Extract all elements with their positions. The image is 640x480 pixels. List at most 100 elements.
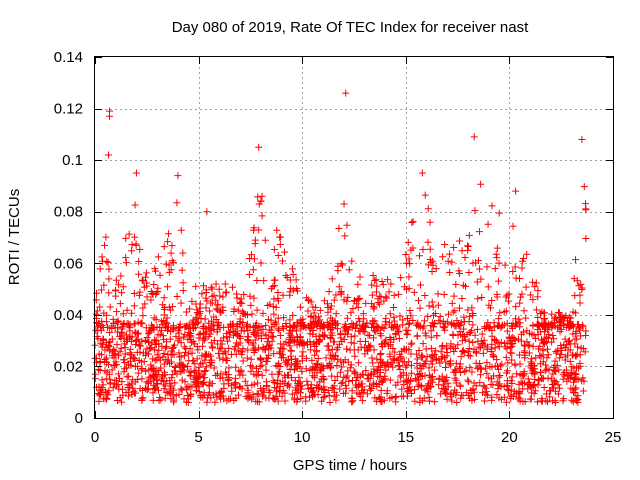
data-point: [302, 397, 310, 405]
data-point: [373, 282, 381, 290]
data-point: [417, 281, 425, 289]
data-point: [548, 338, 556, 346]
data-point: [134, 329, 142, 337]
data-point: [338, 261, 346, 269]
data-point: [441, 240, 449, 248]
data-point: [245, 338, 253, 346]
data-point: [149, 372, 157, 380]
data-point: [230, 345, 238, 353]
data-point: [239, 357, 247, 365]
data-point: [253, 390, 261, 398]
data-point: [115, 281, 123, 289]
data-point: [466, 394, 474, 402]
data-point: [495, 343, 503, 351]
data-point: [350, 339, 358, 347]
data-point: [405, 273, 413, 281]
data-point: [488, 202, 496, 210]
data-point: [369, 359, 377, 367]
data-point: [102, 339, 110, 347]
data-point: [473, 325, 481, 333]
data-point: [471, 331, 479, 339]
data-point: [556, 354, 564, 362]
data-point: [476, 265, 484, 273]
data-point: [366, 331, 374, 339]
data-point: [391, 348, 399, 356]
data-point: [316, 306, 324, 314]
data-point: [425, 371, 433, 379]
data-point: [355, 359, 363, 367]
data-point: [321, 333, 329, 341]
data-point: [573, 350, 581, 358]
y-tick-label: 0: [75, 410, 83, 427]
data-point: [407, 369, 415, 377]
data-point: [495, 277, 503, 285]
data-point: [480, 383, 488, 391]
data-point: [546, 393, 554, 401]
y-tick-label: 0.1: [62, 152, 83, 169]
data-point: [456, 364, 464, 372]
data-point: [298, 367, 306, 375]
data-point: [456, 269, 464, 277]
data-point: [542, 319, 550, 327]
data-point: [276, 380, 284, 388]
data-point: [530, 368, 538, 376]
data-point: [304, 307, 312, 315]
data-point: [517, 330, 525, 338]
data-point: [124, 372, 132, 380]
data-point: [231, 379, 239, 387]
data-point: [578, 136, 586, 144]
data-point: [443, 395, 451, 403]
data-point: [468, 304, 476, 312]
data-point: [157, 317, 165, 325]
data-point: [356, 337, 364, 345]
data-point: [532, 279, 540, 287]
data-point: [186, 372, 194, 380]
data-point: [162, 318, 170, 326]
data-point: [168, 374, 176, 382]
data-point: [362, 367, 370, 375]
data-point: [537, 397, 545, 405]
data-point: [143, 334, 151, 342]
data-point: [512, 303, 520, 311]
data-point: [436, 359, 444, 367]
data-point: [292, 327, 300, 335]
data-point: [578, 284, 586, 292]
data-point: [98, 253, 106, 261]
data-point: [479, 349, 487, 357]
data-point: [302, 365, 310, 373]
data-point: [565, 375, 573, 383]
data-point: [534, 313, 542, 321]
data-point: [513, 370, 521, 378]
data-point: [449, 330, 457, 338]
data-point: [389, 344, 397, 352]
data-point: [417, 353, 425, 361]
data-point: [120, 340, 128, 348]
data-point: [288, 390, 296, 398]
data-point: [443, 352, 451, 360]
data-point: [444, 379, 452, 387]
data-point: [320, 383, 328, 391]
data-point: [267, 328, 275, 336]
data-point: [466, 352, 474, 360]
data-point: [312, 314, 320, 322]
data-point: [249, 393, 257, 401]
data-point: [161, 394, 169, 402]
data-point: [299, 348, 307, 356]
data-point: [150, 314, 158, 322]
data-point: [508, 356, 516, 364]
data-point: [325, 288, 333, 296]
data-point: [521, 354, 529, 362]
data-point: [467, 386, 475, 394]
data-point: [453, 317, 461, 325]
x-tick-label: 20: [501, 429, 518, 446]
data-point: [504, 297, 512, 305]
data-point: [289, 311, 297, 319]
x-tick-label: 0: [91, 429, 99, 446]
data-point: [369, 272, 377, 280]
data-point: [139, 386, 147, 394]
data-point: [188, 297, 196, 305]
data-point: [215, 285, 223, 293]
data-point: [437, 348, 445, 356]
data-point: [290, 338, 298, 346]
data-point: [163, 338, 170, 346]
